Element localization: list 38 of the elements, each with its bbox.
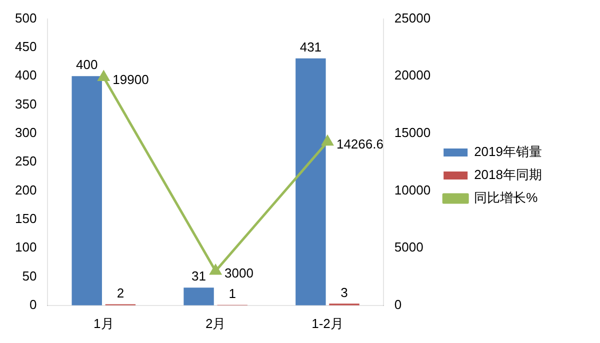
y2-tick-label: 10000	[394, 182, 431, 198]
y2-tick-label: 0	[394, 296, 402, 312]
point	[210, 264, 222, 275]
data-label: 14266.6	[336, 136, 384, 152]
y2-tick-label: 20000	[394, 68, 431, 83]
x-tick-label: 2月	[205, 316, 226, 331]
y-tick-label: 350	[14, 96, 37, 112]
data-label: 1	[228, 286, 236, 301]
y-tick-label: 400	[14, 68, 37, 83]
bar	[296, 58, 326, 306]
y-tick-label: 100	[14, 240, 37, 255]
y2-tick-label: 15000	[394, 125, 431, 140]
legend-label: 2018年同期	[474, 167, 542, 182]
bar	[72, 76, 102, 306]
x-tick-label: 1-2月	[312, 316, 344, 331]
data-label: 3000	[224, 266, 254, 281]
y2-tick-label: 5000	[394, 240, 424, 255]
x-tick-label: 1月	[94, 316, 114, 331]
data-label: 19900	[112, 72, 149, 87]
y-tick-label: 0	[29, 296, 37, 312]
y-tick-label: 50	[22, 268, 37, 284]
legend-label: 同比增长%	[474, 190, 538, 206]
point	[322, 136, 334, 146]
data-label: 2	[116, 285, 124, 300]
data-label: 31	[192, 268, 206, 284]
y-tick-label: 450	[14, 39, 37, 54]
data-label: 3	[340, 284, 348, 300]
y-tick-label: 300	[14, 125, 37, 140]
legend-label: 2019年销量	[474, 144, 542, 160]
point	[98, 71, 110, 82]
data-label: 400	[76, 57, 98, 72]
y2-tick-label: 25000	[394, 10, 431, 26]
y-tick-label: 200	[14, 182, 37, 198]
data-label: 431	[300, 39, 322, 54]
y-tick-label: 250	[14, 154, 37, 169]
bar	[184, 288, 214, 306]
y-tick-label: 150	[14, 211, 37, 226]
y-tick-label: 500	[14, 10, 37, 26]
